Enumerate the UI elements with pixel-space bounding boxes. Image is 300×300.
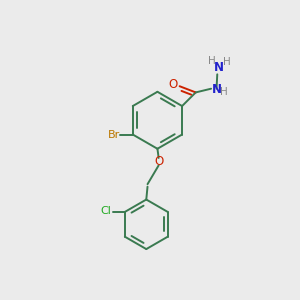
Text: O: O	[168, 79, 177, 92]
Text: O: O	[155, 155, 164, 168]
Text: H: H	[223, 57, 231, 67]
Text: H: H	[208, 56, 215, 66]
Text: N: N	[214, 61, 224, 74]
Text: Br: Br	[108, 130, 120, 140]
Text: N: N	[212, 83, 221, 96]
Text: H: H	[220, 87, 227, 97]
Text: Cl: Cl	[101, 206, 112, 216]
